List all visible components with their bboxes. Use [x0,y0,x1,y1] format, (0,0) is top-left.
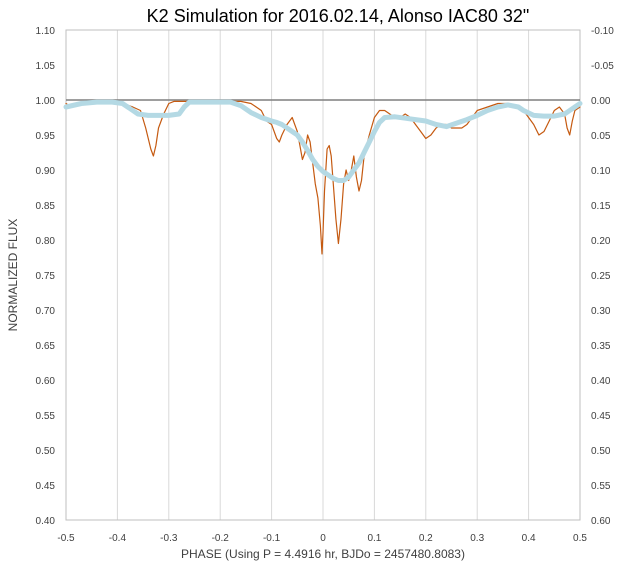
y-axis-label: NORMALIZED FLUX [6,219,20,332]
x-axis-label: PHASE (Using P = 4.4916 hr, BJDo = 24574… [181,547,465,561]
y2-tick-label: -0.05 [591,61,614,72]
y-tick-label: 0.50 [36,446,56,457]
chart-title: K2 Simulation for 2016.02.14, Alonso IAC… [147,6,530,26]
plot-area [65,29,581,521]
x-tick-label: 0.3 [470,533,484,544]
x-axis-tick-labels: -0.5 -0.4 -0.3 -0.2 -0.1 0 0.1 0.2 0.3 0.4 0.5 [57,533,587,544]
y-tick-label: 0.80 [36,236,56,247]
x-tick-label: 0 [320,533,326,544]
y2-tick-label: 0.10 [591,166,611,177]
x-tick-label: -0.1 [263,533,281,544]
y2-tick-label: 0.00 [591,96,611,107]
simulated-flux-line [65,100,581,255]
x-tick-label: -0.5 [57,533,75,544]
y2-axis-tick-labels: -0.10 -0.05 0.00 0.05 0.10 0.15 0.20 0.25 0.30 0.… [591,26,614,527]
y2-tick-label: 0.55 [591,481,611,492]
y-tick-label: 0.85 [36,201,56,212]
y2-tick-label: 0.20 [591,236,611,247]
data-series [63,99,583,255]
vertical-gridlines [116,30,530,520]
y-tick-label: 1.05 [36,61,56,72]
smoothed-flux-line [63,99,583,183]
x-tick-label: -0.3 [160,533,178,544]
x-tick-label: -0.4 [109,533,127,544]
x-tick-label: -0.2 [212,533,230,544]
y-tick-label: 0.90 [36,166,56,177]
y2-tick-label: 0.05 [591,131,611,142]
y2-tick-label: 0.30 [591,306,611,317]
y2-tick-label: 0.40 [591,376,611,387]
y-tick-label: 0.70 [36,306,56,317]
y2-tick-label: -0.10 [591,26,614,37]
y2-tick-label: 0.35 [591,341,611,352]
y2-tick-label: 0.50 [591,446,611,457]
y-tick-label: 0.65 [36,341,56,352]
y-tick-label: 0.40 [36,516,56,527]
y-axis-tick-labels: 1.10 1.05 1.00 0.95 0.90 0.85 0.80 0.75 0.70 0.65… [36,26,56,527]
y2-tick-label: 0.25 [591,271,611,282]
y-tick-label: 0.75 [36,271,56,282]
y2-tick-label: 0.45 [591,411,611,422]
y-tick-label: 0.45 [36,481,56,492]
y-tick-label: 1.10 [36,26,56,37]
y-tick-label: 0.95 [36,131,56,142]
x-tick-label: 0.1 [367,533,381,544]
y-tick-label: 1.00 [36,96,56,107]
x-tick-label: 0.4 [522,533,536,544]
y2-tick-label: 0.60 [591,516,611,527]
x-tick-label: 0.2 [419,533,433,544]
y2-tick-label: 0.15 [591,201,611,212]
y-tick-label: 0.60 [36,376,56,387]
x-tick-label: 0.5 [573,533,587,544]
y-tick-label: 0.55 [36,411,56,422]
